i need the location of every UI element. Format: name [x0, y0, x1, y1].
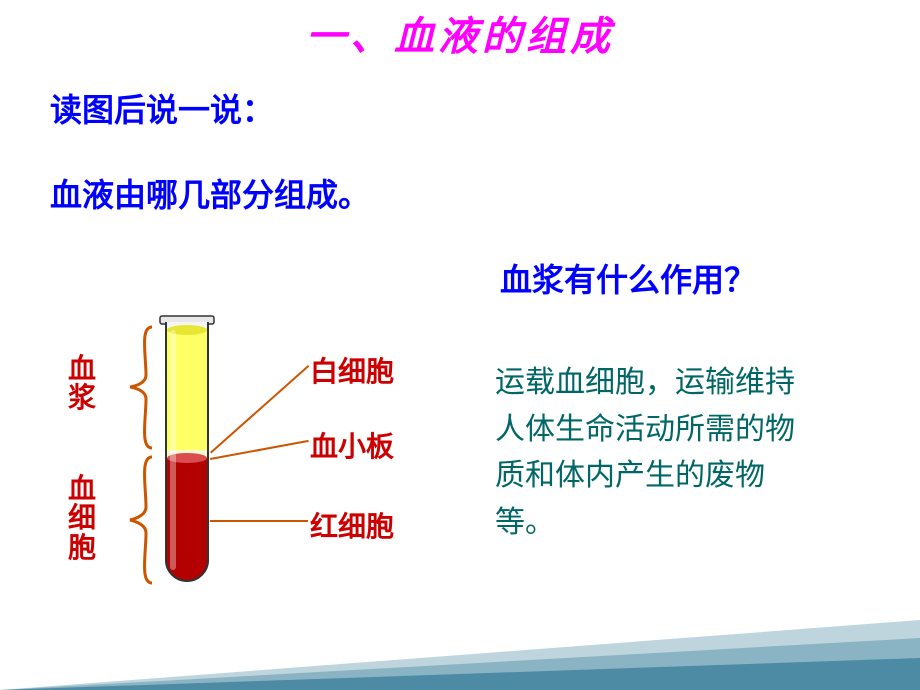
bracket-plasma [128, 325, 154, 450]
slide-title: 一、血液的组成 [0, 0, 920, 62]
leader-rbc [210, 520, 308, 522]
blood-tube-diagram: 血浆 血细胞 [50, 310, 480, 610]
label-wbc: 白细胞 [310, 350, 394, 390]
bracket-blood-cells [128, 455, 154, 585]
plasma-function-question: 血浆有什么作用？ [500, 255, 756, 301]
plasma-function-answer: 运载血细胞，运输维持人体生命活动所需的物质和体内产生的废物等。 [495, 360, 815, 546]
label-blood-cells: 血细胞 [68, 475, 98, 563]
leader-platelet [210, 440, 308, 460]
prompt-line-1: 读图后说一说： [50, 85, 274, 131]
label-plasma: 血浆 [68, 355, 98, 414]
label-rbc: 红细胞 [310, 505, 394, 545]
prompt-line-2: 血液由哪几部分组成。 [50, 170, 370, 216]
label-platelet: 血小板 [310, 425, 394, 465]
test-tube [155, 310, 219, 590]
footer-decoration [0, 620, 920, 690]
leader-wbc [210, 365, 309, 453]
